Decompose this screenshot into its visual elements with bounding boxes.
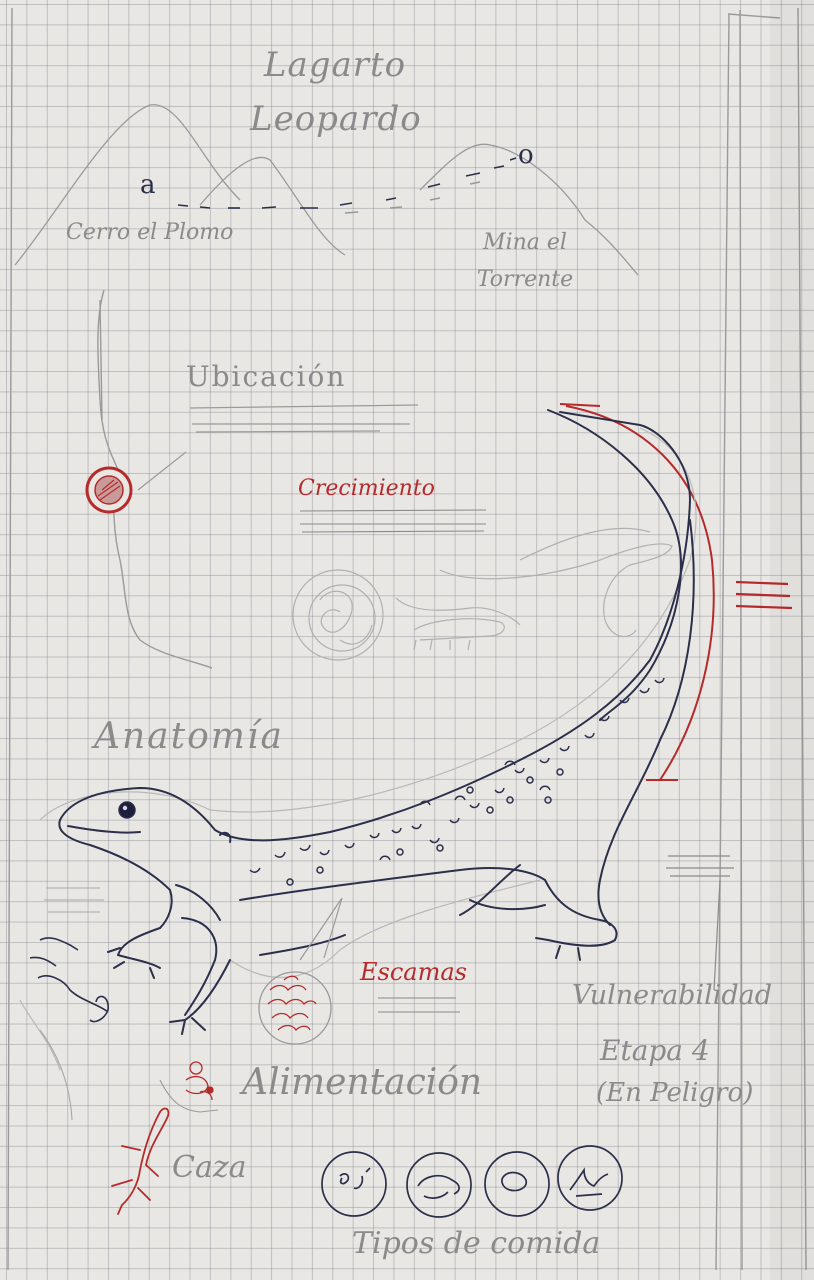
- section-feeding: Alimentación: [242, 1062, 483, 1103]
- section-vulnerability: Vulnerabilidad: [572, 980, 773, 1011]
- lizard-drawing: [58, 409, 695, 1035]
- section-food-types: Tipos de comida: [352, 1226, 601, 1261]
- section-scales: Escamas: [360, 958, 467, 986]
- map-label-start: Cerro el Plomo: [66, 220, 234, 245]
- page-title: Lagarto Leopardo: [250, 45, 422, 140]
- page-margins: [7, 7, 807, 1271]
- food-type-circles: [321, 1145, 623, 1218]
- route-start-point: a: [140, 170, 156, 200]
- margin-hand-sketches: [29, 937, 109, 1023]
- tail-measure-bracket: [559, 403, 715, 781]
- route-line: [177, 157, 517, 214]
- section-stage: Etapa 4: [600, 1034, 710, 1067]
- growth-underlines: [299, 509, 487, 533]
- route-end-point: o: [518, 140, 534, 170]
- scales-underlines: [378, 997, 460, 1013]
- section-growth: Crecimiento: [298, 476, 435, 501]
- lizard-eye-icon: [118, 801, 136, 819]
- location-leader-line: [137, 451, 187, 491]
- location-underlines: [189, 404, 419, 433]
- growth-stage-sketches: [292, 527, 673, 661]
- vulnerability-lines: [666, 855, 734, 991]
- section-location: Ubicación: [186, 360, 347, 393]
- lizard-pencil-outline: [19, 427, 697, 1071]
- scales-magnifier: [258, 897, 343, 1045]
- section-status: (En Peligro): [596, 1078, 754, 1108]
- tail-measure-ticks: [735, 580, 793, 610]
- coastline-map: [97, 289, 213, 669]
- margin-pencil-hatch: [39, 887, 104, 1121]
- location-marker-icon: [85, 466, 133, 514]
- red-lizard-icon: [111, 1107, 170, 1215]
- mountain-range: [14, 104, 639, 276]
- section-hunting: Caza: [172, 1150, 247, 1185]
- lizard-spots: [249, 677, 665, 886]
- section-anatomy: Anatomía: [94, 716, 284, 757]
- map-label-end: Mina el Torrente: [476, 230, 574, 293]
- bug-icon: [185, 1061, 214, 1101]
